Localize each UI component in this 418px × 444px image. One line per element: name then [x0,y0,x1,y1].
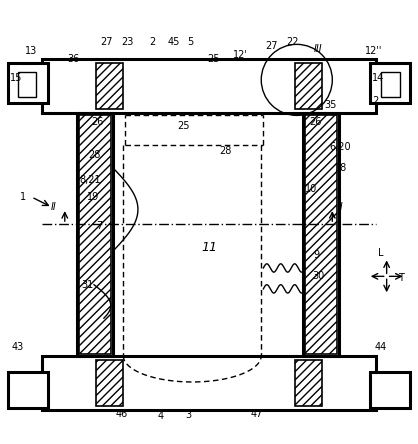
Text: 13: 13 [25,46,38,56]
Bar [42,356,376,410]
Bar [42,59,376,113]
Bar [18,71,36,97]
Bar [96,360,123,406]
Text: 22: 22 [286,37,299,47]
Text: 12: 12 [368,96,380,106]
Text: 27: 27 [100,37,113,47]
Bar [96,63,123,109]
Bar [370,63,410,103]
Text: II: II [51,202,56,212]
Bar [295,360,322,406]
Text: 12': 12' [233,50,248,60]
Text: 25: 25 [207,54,219,64]
Text: 35: 35 [324,100,336,110]
Text: 8,21: 8,21 [79,175,101,185]
Text: 31: 31 [82,280,94,289]
Bar [303,113,339,356]
Bar [295,63,322,109]
Text: 6,20: 6,20 [330,142,352,152]
Text: L: L [377,248,383,258]
Text: II: II [338,202,344,212]
Bar [8,373,48,408]
Text: T: T [398,274,404,283]
Text: 36: 36 [67,54,79,64]
Text: 9: 9 [314,250,319,261]
Text: 18: 18 [334,163,347,173]
Text: 26: 26 [91,117,103,127]
Text: 7: 7 [97,221,102,231]
Bar [79,115,111,354]
Text: 4: 4 [158,412,164,421]
Text: 27: 27 [265,41,278,52]
Text: 23: 23 [121,37,134,47]
Text: 26: 26 [309,117,322,127]
Text: 5: 5 [187,37,193,47]
Bar [305,115,337,354]
Text: 19: 19 [87,192,99,202]
Text: 12'': 12'' [365,46,383,56]
Text: 46: 46 [115,409,127,419]
Text: 3: 3 [185,410,191,420]
Text: 2: 2 [150,37,155,47]
Text: 44: 44 [374,342,387,353]
Bar [8,63,48,103]
Text: 30: 30 [312,271,325,281]
Bar [77,113,113,356]
Text: 1: 1 [20,192,26,202]
Bar [381,71,400,97]
Text: 11: 11 [201,241,217,254]
Bar [370,373,410,408]
Text: 15: 15 [10,73,22,83]
Text: 47: 47 [251,409,263,419]
Text: 45: 45 [167,37,180,47]
Text: 28: 28 [219,146,232,156]
Text: 25: 25 [178,121,190,131]
Text: 14: 14 [372,73,385,83]
Text: III: III [314,44,322,54]
Text: 10: 10 [305,183,318,194]
Text: 43: 43 [12,342,24,353]
Text: 28: 28 [88,150,100,160]
